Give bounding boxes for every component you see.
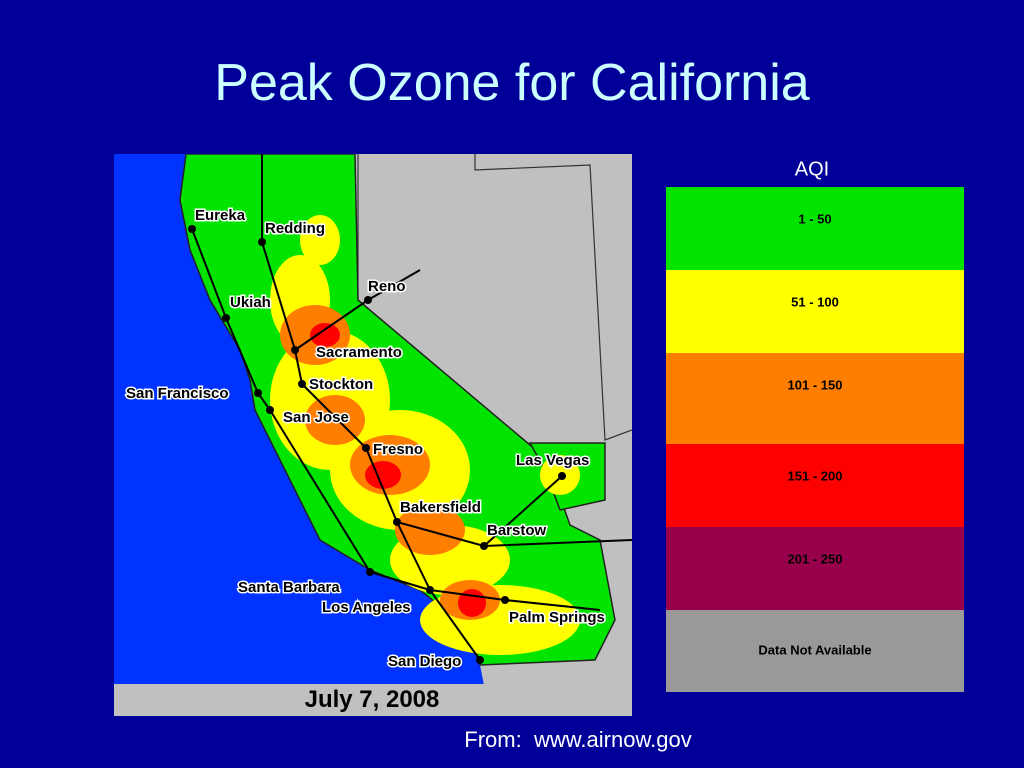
city-marker bbox=[393, 518, 401, 526]
city-label: Stockton bbox=[309, 376, 373, 393]
city-label: Eureka bbox=[195, 207, 246, 224]
legend-swatch bbox=[666, 270, 964, 353]
city-label: Redding bbox=[265, 220, 325, 237]
city-marker bbox=[558, 472, 566, 480]
legend-label: 51 - 100 bbox=[791, 294, 839, 309]
legend-label: 201 - 250 bbox=[788, 551, 843, 566]
city-marker bbox=[222, 314, 230, 322]
city-label: San Jose bbox=[283, 409, 349, 426]
city-label: San Francisco bbox=[126, 385, 229, 402]
city-label: Las Vegas bbox=[516, 452, 589, 469]
city-label: Palm Springs bbox=[509, 609, 605, 626]
legend-title: AQI bbox=[795, 158, 829, 180]
city-label: Barstow bbox=[487, 522, 547, 539]
legend-label: 101 - 150 bbox=[788, 377, 843, 392]
legend-label: Data Not Available bbox=[758, 642, 871, 657]
city-marker bbox=[426, 586, 434, 594]
legend-swatch bbox=[666, 353, 964, 444]
map: Eureka Redding Reno Ukiah Sacramento Stockton… bbox=[114, 154, 632, 716]
legend-swatch bbox=[666, 527, 964, 610]
city-marker bbox=[298, 380, 306, 388]
source: From: www.airnow.gov bbox=[464, 727, 691, 752]
city-label: Bakersfield bbox=[400, 499, 481, 516]
legend-swatch bbox=[666, 444, 964, 527]
city-label: Ukiah bbox=[230, 294, 271, 311]
slide-title: Peak Ozone for California bbox=[214, 54, 809, 112]
city-marker bbox=[364, 296, 372, 304]
city-marker bbox=[188, 225, 196, 233]
city-marker bbox=[291, 346, 299, 354]
map-date: July 7, 2008 bbox=[305, 686, 440, 713]
city-marker bbox=[362, 444, 370, 452]
city-marker bbox=[501, 596, 509, 604]
city-marker bbox=[266, 406, 274, 414]
legend-label: 151 - 200 bbox=[788, 468, 843, 483]
city-label: Los Angeles bbox=[322, 599, 411, 616]
city-label: Santa Barbara bbox=[238, 579, 340, 596]
city-marker bbox=[480, 542, 488, 550]
city-marker bbox=[476, 656, 484, 664]
legend-swatch bbox=[666, 610, 964, 692]
city-label: Sacramento bbox=[316, 344, 402, 361]
city-marker bbox=[258, 238, 266, 246]
legend-label: 1 - 50 bbox=[798, 211, 831, 226]
city-label: Fresno bbox=[373, 441, 423, 458]
city-label: San Diego bbox=[388, 653, 461, 670]
legend-swatch bbox=[666, 187, 964, 270]
city-marker bbox=[254, 389, 262, 397]
city-label: Reno bbox=[368, 278, 406, 295]
city-marker bbox=[366, 568, 374, 576]
